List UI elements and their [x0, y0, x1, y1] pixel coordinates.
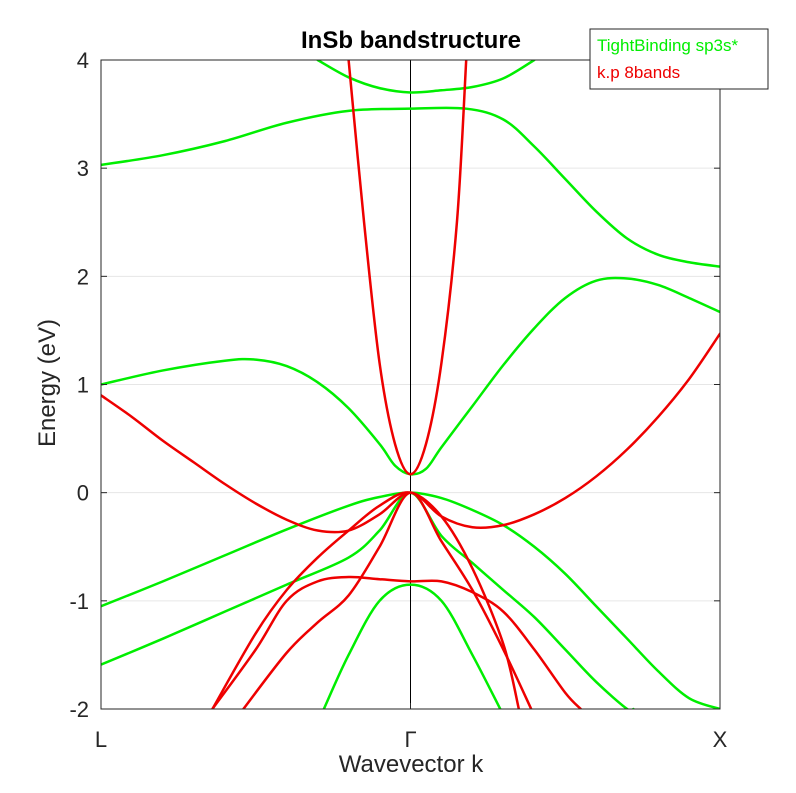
y-tick-label: -1	[69, 589, 89, 614]
y-axis-label: Energy (eV)	[34, 319, 61, 447]
tightbinding-band-3	[101, 491, 720, 709]
legend-box	[589, 28, 769, 90]
y-tick-label: 1	[77, 373, 89, 398]
x-tick-label: Γ	[404, 727, 416, 752]
y-tick-label: 2	[77, 264, 89, 289]
chart-title: InSb bandstructure	[301, 27, 521, 54]
kp-band-6	[347, 60, 468, 476]
y-tick-label: -2	[69, 697, 89, 722]
y-tick-label: 0	[77, 481, 89, 506]
y-ticks: -2 -1 0 1 2 3 4	[69, 48, 720, 722]
tightbinding-band-4	[101, 491, 635, 709]
y-tick-label: 3	[77, 156, 89, 181]
tightbinding-band-1	[101, 106, 720, 268]
x-axis-label: Wavevector k	[339, 751, 484, 778]
kp-band-9	[242, 491, 533, 709]
legend-entry-kp: k.p 8bands	[597, 63, 680, 82]
x-tick-label: L	[95, 727, 107, 752]
legend: TightBinding sp3s* k.p 8bands	[589, 28, 769, 90]
legend-entry-tightbinding: TightBinding sp3s*	[597, 36, 739, 55]
tightbinding-band-2	[101, 276, 720, 476]
tightbinding-band-5	[322, 583, 502, 709]
x-tick-label: X	[713, 727, 728, 752]
band-series	[101, 60, 720, 709]
y-tick-label: 4	[77, 48, 89, 73]
kp-band-10	[211, 575, 582, 709]
